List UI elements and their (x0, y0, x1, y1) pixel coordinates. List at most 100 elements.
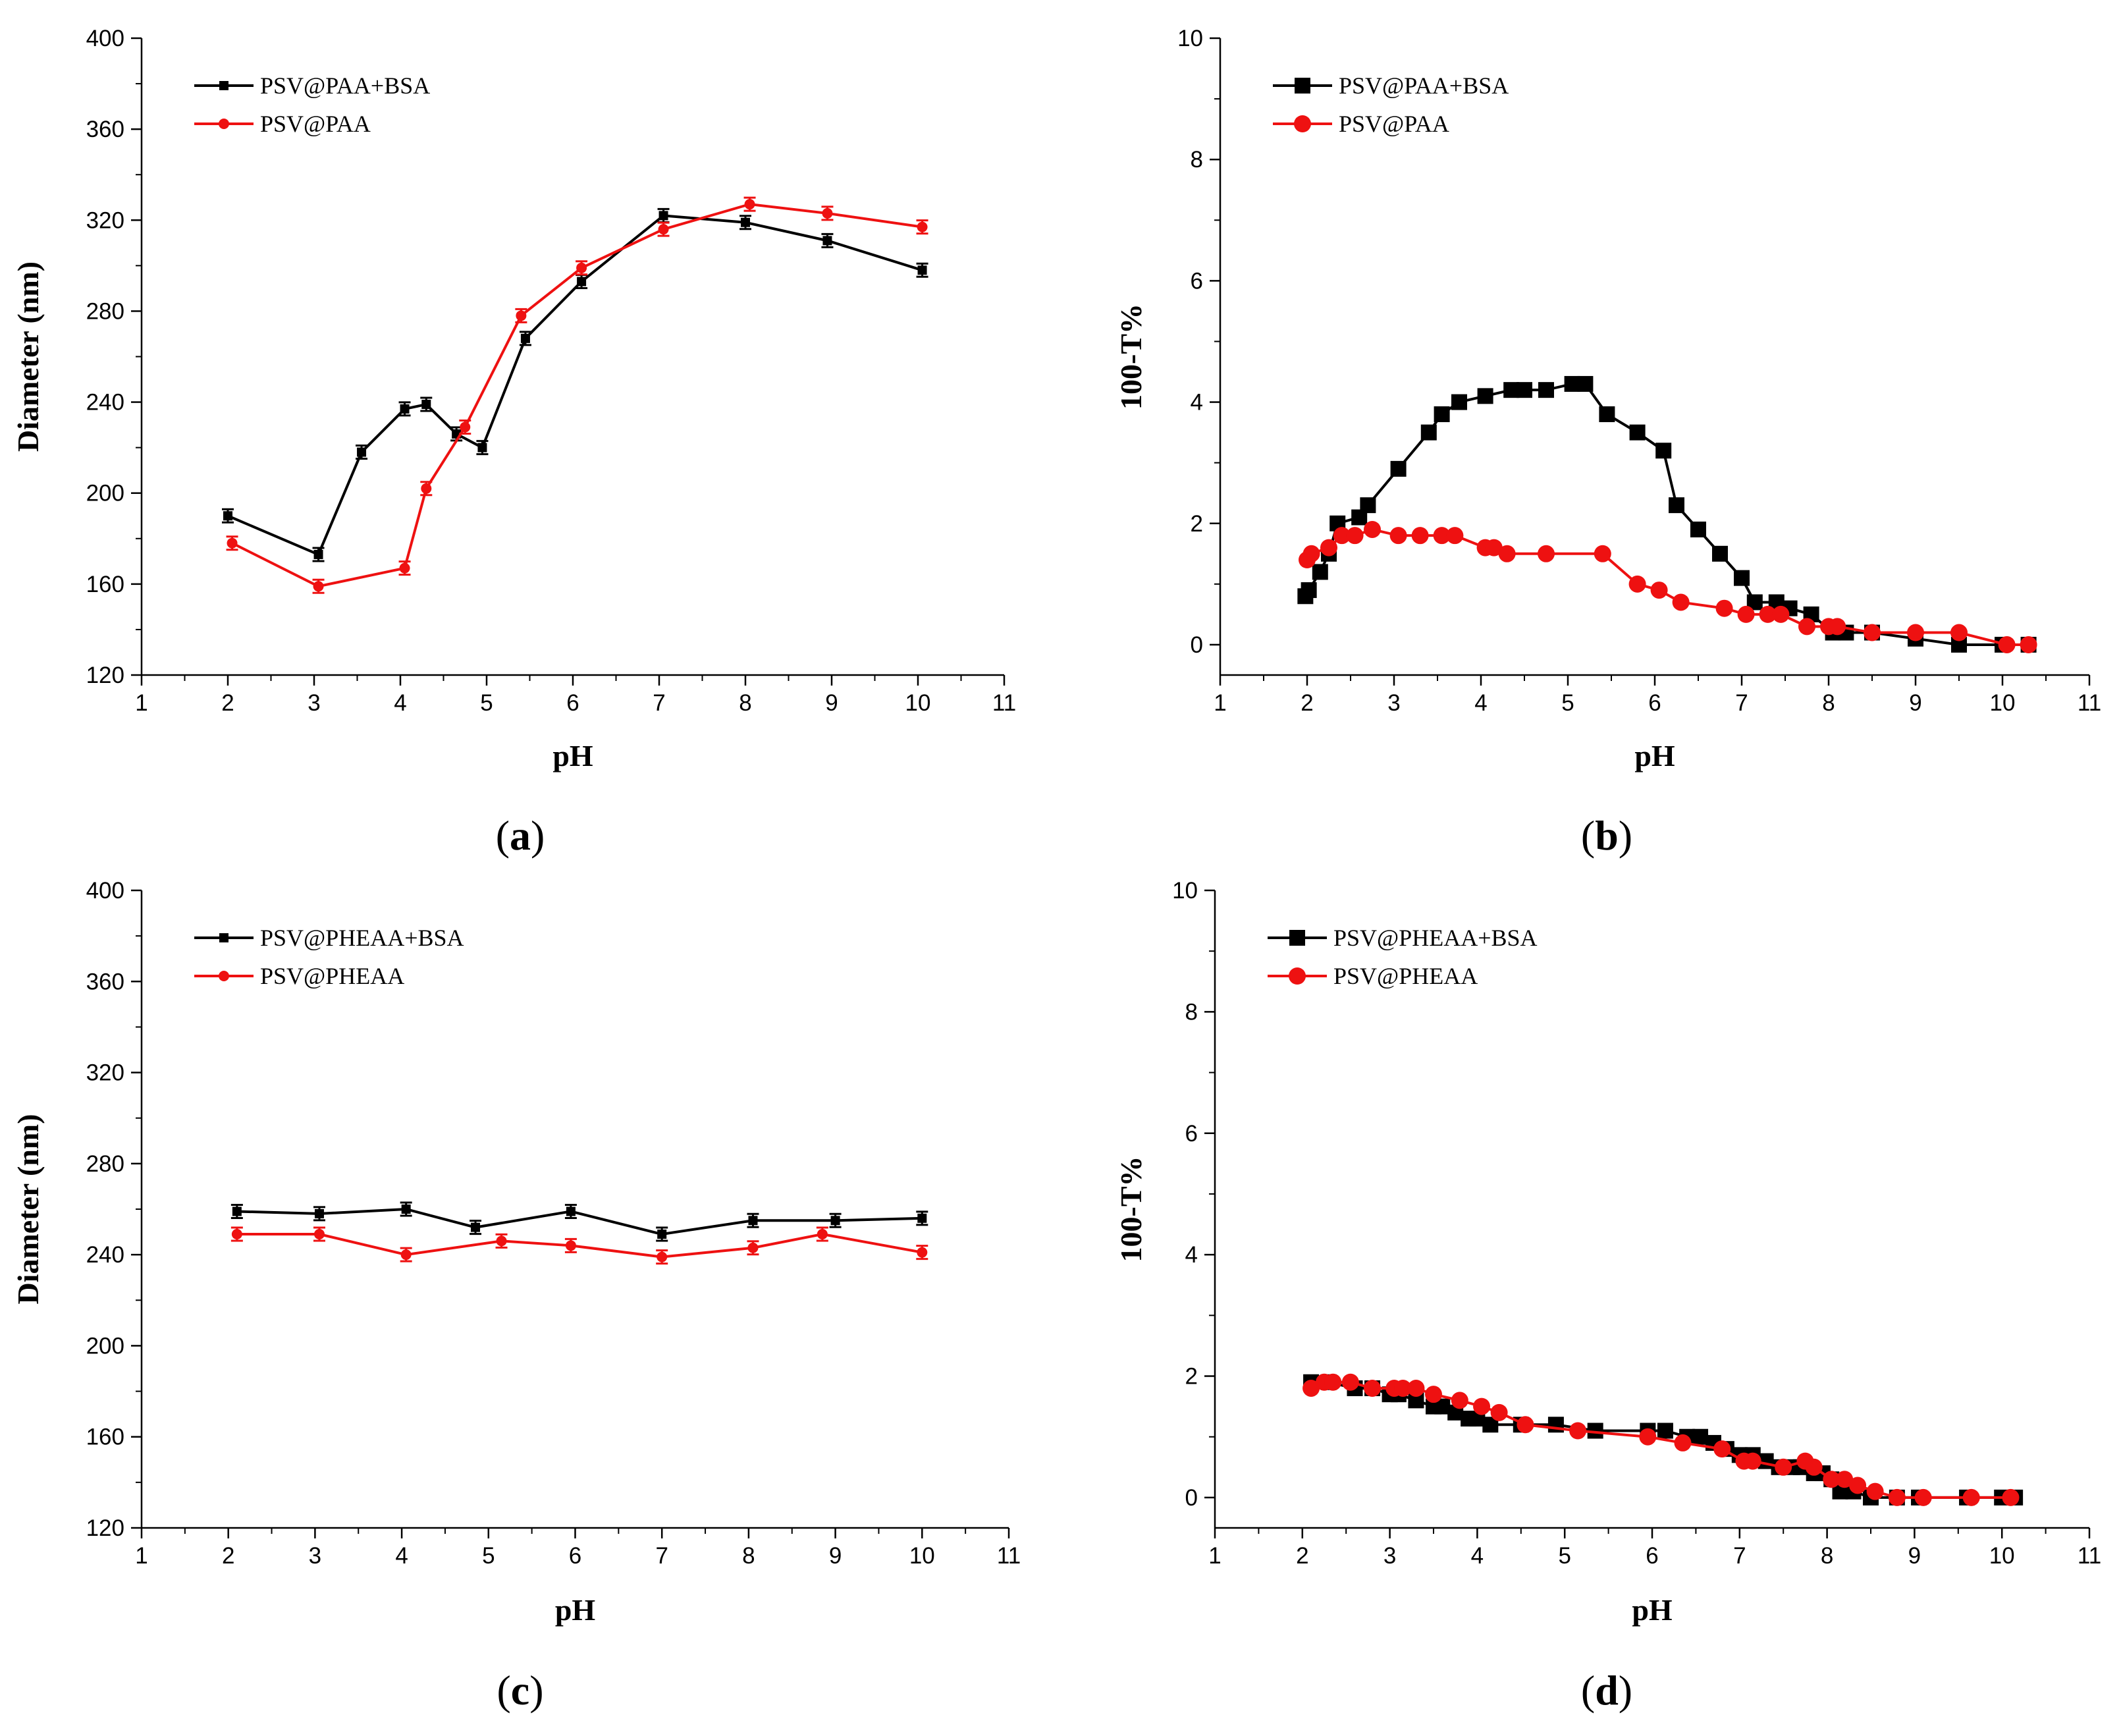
data-point (1477, 388, 1493, 404)
x-tick-label: 2 (222, 1543, 234, 1569)
legend-label: PSV@PAA (260, 111, 371, 137)
x-axis-label: pH (555, 1593, 596, 1627)
data-point (1390, 460, 1407, 477)
data-point (1473, 1397, 1491, 1415)
data-point (822, 236, 832, 246)
data-point (747, 1242, 759, 1253)
data-point (314, 1208, 324, 1218)
legend-label: PSV@PHEAA+BSA (1333, 925, 1538, 951)
series-PSV@PAA (226, 196, 928, 594)
data-point (1594, 545, 1611, 562)
data-point (1950, 624, 1968, 641)
x-tick-label: 7 (1733, 1543, 1746, 1569)
x-tick-label: 1 (135, 1543, 148, 1569)
legend-label: PSV@PAA (1339, 111, 1449, 137)
y-axis-label: Diameter (nm) (11, 261, 45, 452)
data-point (1998, 636, 2016, 653)
data-point (1672, 593, 1690, 611)
data-point (1517, 382, 1532, 398)
x-tick-label: 3 (308, 690, 320, 716)
y-tick-label: 2 (1185, 1364, 1198, 1390)
data-point (1301, 582, 1317, 599)
data-point (1655, 443, 1672, 459)
y-axis-label: Diameter (nm) (11, 1114, 45, 1304)
y-tick-label: 10 (1172, 878, 1198, 904)
data-point (741, 217, 750, 227)
panel-label: (a) (496, 812, 545, 859)
data-point (1420, 424, 1437, 441)
data-point (1657, 1423, 1673, 1439)
series-line (1304, 382, 2029, 646)
data-point (1907, 624, 1924, 641)
chart-panel-d: 1 2 3 4 5 6 7 8 9 10 11 0 2 4 6 8 10 pH 100-T% (d) PSV@PHEAA… (1114, 878, 2101, 1714)
x-tick-label: 6 (566, 690, 579, 716)
data-point (1849, 1477, 1867, 1494)
data-point (1490, 1403, 1508, 1421)
data-point (520, 333, 530, 343)
x-tick-label: 11 (992, 690, 1016, 716)
data-point (1538, 382, 1554, 398)
data-point (1914, 1488, 1932, 1506)
y-tick-label: 280 (86, 1151, 124, 1177)
data-point (231, 1229, 242, 1240)
x-tick-label: 8 (739, 690, 751, 716)
x-tick-label: 1 (1214, 690, 1226, 716)
data-point (1341, 1373, 1359, 1391)
series-PSV@PHEAA (230, 1226, 928, 1265)
data-point (1866, 1482, 1884, 1500)
chart-panel-b: 1 2 3 4 5 6 7 8 9 10 11 0 2 4 6 8 10 pH 100-T% (b) PSV@PAA+B… (1114, 26, 2101, 859)
x-tick-label: 9 (825, 690, 838, 716)
y-axis-label: 100-T% (1114, 304, 1148, 410)
data-point (1829, 618, 1846, 636)
x-tick-label: 3 (1387, 690, 1400, 716)
data-point (1320, 539, 1337, 556)
x-tick-label: 5 (1558, 1543, 1571, 1569)
data-point (1389, 527, 1407, 545)
legend-marker (1289, 930, 1305, 946)
y-tick-label: 10 (1177, 26, 1203, 51)
legend-label: PSV@PAA+BSA (1339, 72, 1509, 99)
y-tick-label: 400 (86, 26, 124, 51)
data-point (1411, 527, 1429, 545)
chart-panel-a: 1 2 3 4 5 6 7 8 9 10 11 120 160 200 240 280 320 360 400 pH D… (11, 26, 1016, 859)
x-tick-label: 10 (1990, 690, 2016, 716)
data-point (223, 511, 232, 521)
y-tick-label: 360 (86, 969, 124, 994)
data-point (1446, 527, 1464, 545)
y-tick-label: 200 (86, 1333, 124, 1359)
data-point (566, 1207, 576, 1216)
data-point (1639, 1428, 1657, 1446)
data-point (1302, 1379, 1320, 1397)
data-point (421, 400, 431, 410)
y-tick-label: 0 (1185, 1485, 1198, 1511)
data-point (1346, 527, 1364, 545)
data-point (1538, 545, 1555, 562)
data-point (477, 443, 487, 452)
data-point (1690, 521, 1706, 537)
x-tick-label: 4 (1474, 690, 1487, 716)
data-point (1394, 1379, 1412, 1397)
x-tick-label: 10 (905, 690, 931, 716)
x-tick-label: 10 (1989, 1543, 2015, 1569)
y-tick-label: 320 (86, 207, 124, 233)
data-point (1744, 1452, 1761, 1470)
y-tick-label: 160 (86, 1424, 124, 1450)
data-point (1650, 582, 1668, 599)
data-point (658, 211, 668, 221)
data-point (565, 1240, 576, 1251)
data-point (1823, 1471, 1840, 1488)
data-point (516, 310, 527, 321)
x-tick-label: 8 (1822, 690, 1835, 716)
data-point (1836, 1471, 1854, 1488)
panel-label: (b) (1581, 812, 1632, 859)
x-tick-label: 4 (394, 690, 406, 716)
y-tick-label: 240 (86, 390, 124, 416)
data-point (657, 1251, 668, 1262)
data-point (830, 1216, 840, 1226)
data-point (1599, 406, 1615, 422)
x-tick-label: 9 (1908, 1543, 1921, 1569)
x-axis-label: pH (1634, 739, 1675, 773)
panel-label: (d) (1581, 1667, 1632, 1714)
data-point (1759, 605, 1777, 623)
y-tick-label: 0 (1191, 632, 1203, 658)
